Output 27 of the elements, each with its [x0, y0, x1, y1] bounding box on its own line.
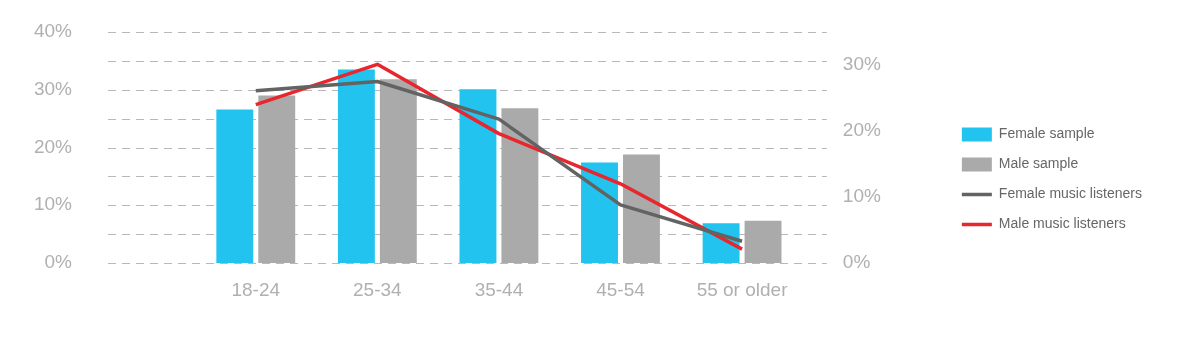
x-tick-label: 35-44	[474, 278, 524, 300]
bar	[337, 69, 375, 263]
y2-tick-label: 30%	[842, 53, 881, 75]
legend-label: Female music listeners	[998, 185, 1142, 202]
y-tick-label: 10%	[33, 193, 73, 215]
bar	[459, 89, 497, 263]
legend-label: Male music listeners	[998, 215, 1126, 232]
x-tick-label: 45-54	[596, 278, 646, 300]
bar	[744, 220, 782, 263]
y-tick-label: 30%	[33, 77, 73, 99]
legend-label: Female sample	[998, 125, 1095, 142]
y-tick-label: 20%	[33, 135, 73, 157]
x-tick-label: 25-34	[353, 278, 403, 300]
bar	[501, 108, 539, 263]
bar	[581, 162, 618, 263]
bar	[623, 154, 660, 263]
y2-tick-label: 0%	[842, 251, 871, 273]
y-tick-label: 40%	[33, 20, 73, 42]
x-tick-label: 18-24	[231, 278, 281, 300]
bar	[216, 109, 254, 263]
y2-tick-label: 10%	[842, 185, 881, 207]
bar	[379, 79, 417, 263]
x-tick-label: 55 or older	[696, 278, 789, 300]
y2-tick-label: 20%	[842, 119, 881, 141]
bar	[258, 95, 296, 263]
legend-label: Male sample	[998, 155, 1079, 172]
y-tick-label: 0%	[44, 251, 73, 273]
